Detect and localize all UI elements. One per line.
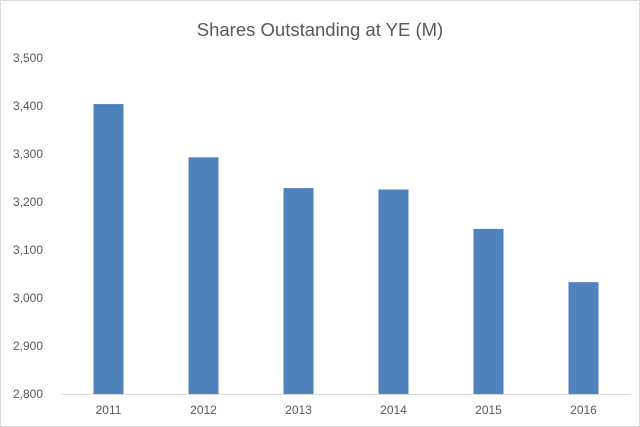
bar-2013 xyxy=(283,188,314,394)
x-tick-label: 2013 xyxy=(285,403,312,417)
chart-title: Shares Outstanding at YE (M) xyxy=(197,19,443,40)
y-tick-label: 2,800 xyxy=(13,387,43,401)
x-tick-label: 2015 xyxy=(475,403,502,417)
bar-2014 xyxy=(378,189,409,394)
bar-2015 xyxy=(473,228,504,394)
x-tick-label: 2014 xyxy=(380,403,407,417)
y-tick-label: 3,500 xyxy=(13,51,43,65)
bar-2011 xyxy=(93,104,124,394)
bars xyxy=(93,104,599,394)
y-tick-label: 3,300 xyxy=(13,147,43,161)
y-tick-label: 3,000 xyxy=(13,291,43,305)
x-tick-label: 2016 xyxy=(570,403,597,417)
x-tick-label: 2012 xyxy=(190,403,217,417)
x-tick-label: 2011 xyxy=(96,403,122,417)
bar-2012 xyxy=(188,157,219,394)
x-axis-tick-labels: 2011 2012 2013 2014 2015 2016 xyxy=(96,403,598,417)
y-tick-label: 3,100 xyxy=(13,243,43,257)
y-tick-label: 3,200 xyxy=(13,195,43,209)
y-axis-tick-labels: 2,800 2,900 3,000 3,100 3,200 3,300 3,400 3,500 xyxy=(13,51,43,401)
y-tick-label: 2,900 xyxy=(13,339,43,353)
bar-2016 xyxy=(568,282,599,394)
y-tick-label: 3,400 xyxy=(13,99,43,113)
